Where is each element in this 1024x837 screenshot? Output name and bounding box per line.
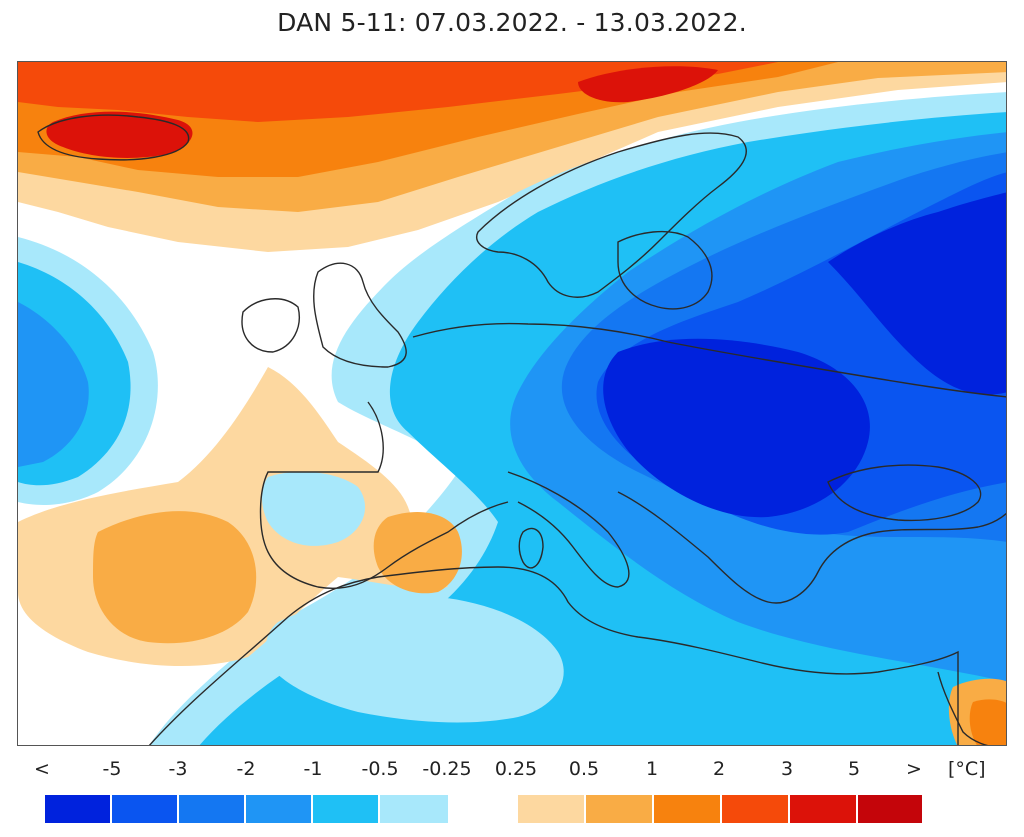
legend-label: 3 <box>780 758 794 780</box>
warm-anomaly-atlantic-orange <box>93 511 257 644</box>
legend-label: > <box>906 758 922 780</box>
legend-swatch <box>722 795 788 823</box>
legend-swatch <box>179 795 244 823</box>
coast-levant <box>937 671 989 745</box>
cold-anomaly-sahara-light <box>265 595 564 723</box>
coast-continental <box>412 322 1006 398</box>
legend-swatch <box>790 795 856 823</box>
legend-labels: < -5 -3 -2 -1 -0.5 -0.25 0.25 0.5 1 2 3 … <box>0 758 1024 788</box>
legend-unit: [°C] <box>948 758 986 780</box>
warm-anomaly-arctic <box>578 66 718 103</box>
legend-swatch <box>45 795 110 823</box>
map-title: DAN 5-11: 07.03.2022. - 13.03.2022. <box>277 8 747 37</box>
cold-anomaly-russia-core <box>828 192 1006 395</box>
coast-britain <box>313 262 407 368</box>
cold-anomaly-balkan-core <box>603 338 870 518</box>
legend-swatch <box>858 795 922 823</box>
coast-iceland <box>37 114 190 161</box>
legend-label: -5 <box>102 758 122 780</box>
coast-ireland <box>241 298 300 353</box>
legend-label: 0.25 <box>494 758 538 780</box>
legend-swatch <box>246 795 311 823</box>
warm-anomaly-north-red <box>18 62 778 122</box>
warm-anomaly-nile-red <box>969 699 1006 745</box>
legend-label: < <box>34 758 50 780</box>
legend-label: -2 <box>236 758 256 780</box>
legend-label: -1 <box>303 758 323 780</box>
legend-label: 1 <box>645 758 659 780</box>
legend-label: -0.25 <box>422 758 472 780</box>
legend-label: -0.5 <box>361 758 399 780</box>
legend-swatch <box>313 795 378 823</box>
legend-label: 2 <box>712 758 726 780</box>
coast-north-africa <box>148 566 959 745</box>
legend-swatch <box>586 795 652 823</box>
warm-anomaly-spain-orange <box>373 512 462 594</box>
coast-france-iberia <box>259 401 509 589</box>
cold-anomaly-atlantic-core <box>18 302 89 467</box>
anomaly-field-svg <box>18 62 1006 745</box>
legend-swatch <box>518 795 584 823</box>
temperature-anomaly-map <box>17 61 1007 746</box>
coast-scandinavia <box>476 132 747 298</box>
coast-black-sea <box>827 464 982 522</box>
legend-swatch <box>380 795 448 823</box>
legend-label: 5 <box>847 758 861 780</box>
coast-baltic <box>617 230 713 310</box>
coastlines <box>37 114 1006 745</box>
coast-sardinia <box>518 527 544 569</box>
warm-anomaly-iceland <box>46 111 193 158</box>
legend-label: 0.5 <box>568 758 600 780</box>
coast-balkans <box>617 491 1006 604</box>
legend-swatch <box>654 795 720 823</box>
legend-label: -3 <box>168 758 188 780</box>
coast-italy <box>507 471 630 588</box>
cold-anomaly-iberia-patch <box>262 471 366 546</box>
legend-swatch <box>112 795 177 823</box>
